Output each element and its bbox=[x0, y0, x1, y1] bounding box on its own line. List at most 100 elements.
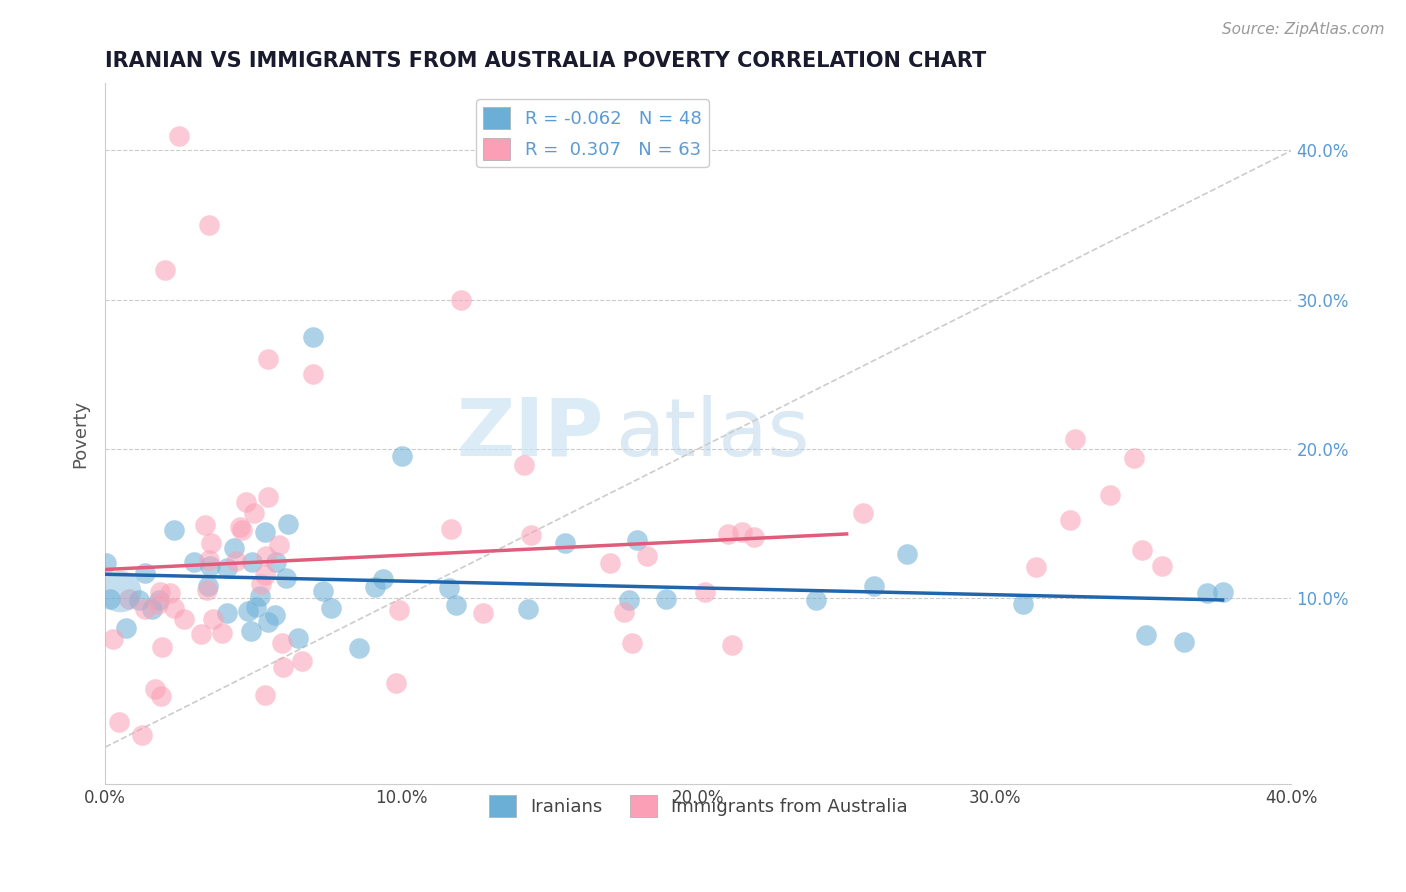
Point bbox=[693, 585, 716, 599]
Text: ZIP: ZIP bbox=[456, 395, 603, 473]
Point bbox=[243, 507, 266, 521]
Point bbox=[471, 606, 494, 620]
Text: IRANIAN VS IMMIGRANTS FROM AUSTRALIA POVERTY CORRELATION CHART: IRANIAN VS IMMIGRANTS FROM AUSTRALIA POV… bbox=[105, 51, 987, 70]
Point bbox=[439, 522, 461, 536]
Text: Source: ZipAtlas.com: Source: ZipAtlas.com bbox=[1222, 22, 1385, 37]
Point bbox=[717, 526, 740, 541]
Point bbox=[94, 556, 117, 570]
Point bbox=[554, 536, 576, 550]
Point bbox=[163, 523, 186, 537]
Point bbox=[153, 262, 176, 277]
Point bbox=[896, 547, 918, 561]
Point bbox=[194, 518, 217, 533]
Point bbox=[98, 591, 121, 606]
Point bbox=[347, 640, 370, 655]
Point bbox=[1025, 559, 1047, 574]
Point bbox=[254, 567, 277, 582]
Point bbox=[721, 638, 744, 652]
Point bbox=[287, 631, 309, 645]
Point bbox=[134, 602, 156, 616]
Point bbox=[215, 561, 238, 575]
Point bbox=[183, 555, 205, 569]
Point bbox=[198, 218, 221, 232]
Point bbox=[141, 601, 163, 615]
Point bbox=[263, 607, 285, 622]
Point bbox=[143, 682, 166, 697]
Point bbox=[1130, 543, 1153, 558]
Point bbox=[231, 523, 253, 537]
Point bbox=[148, 593, 170, 607]
Point bbox=[1064, 432, 1087, 446]
Point bbox=[162, 601, 184, 615]
Point bbox=[128, 593, 150, 607]
Point bbox=[599, 557, 621, 571]
Point bbox=[1099, 488, 1122, 502]
Point bbox=[388, 603, 411, 617]
Point bbox=[852, 506, 875, 520]
Text: atlas: atlas bbox=[616, 395, 810, 473]
Point bbox=[250, 577, 273, 591]
Point bbox=[108, 583, 131, 598]
Point bbox=[1212, 585, 1234, 599]
Legend: Iranians, Immigrants from Australia: Iranians, Immigrants from Australia bbox=[482, 788, 915, 824]
Point bbox=[1195, 586, 1218, 600]
Point bbox=[1123, 450, 1146, 465]
Point bbox=[134, 566, 156, 580]
Point bbox=[190, 627, 212, 641]
Point bbox=[146, 597, 169, 611]
Point bbox=[197, 582, 219, 597]
Point bbox=[254, 524, 277, 539]
Point bbox=[257, 352, 280, 367]
Point bbox=[636, 549, 658, 563]
Y-axis label: Poverty: Poverty bbox=[72, 400, 89, 468]
Point bbox=[245, 600, 267, 615]
Point bbox=[517, 602, 540, 616]
Point bbox=[655, 592, 678, 607]
Point bbox=[444, 598, 467, 612]
Point bbox=[391, 450, 413, 464]
Point bbox=[1059, 513, 1081, 527]
Point bbox=[266, 555, 288, 569]
Point bbox=[1173, 635, 1195, 649]
Point bbox=[512, 458, 534, 473]
Point bbox=[211, 625, 233, 640]
Point bbox=[254, 549, 277, 564]
Point bbox=[131, 729, 153, 743]
Point bbox=[291, 654, 314, 668]
Point bbox=[239, 624, 262, 638]
Point bbox=[1135, 628, 1157, 642]
Point bbox=[173, 612, 195, 626]
Point bbox=[235, 494, 257, 508]
Point bbox=[731, 524, 754, 539]
Point bbox=[274, 571, 297, 585]
Point bbox=[169, 128, 191, 143]
Point bbox=[256, 615, 278, 630]
Point bbox=[742, 530, 765, 544]
Point bbox=[520, 528, 543, 542]
Point bbox=[229, 520, 252, 534]
Point bbox=[115, 621, 138, 635]
Point bbox=[363, 580, 385, 594]
Point bbox=[201, 612, 224, 626]
Point bbox=[617, 592, 640, 607]
Point bbox=[1012, 597, 1035, 611]
Point bbox=[385, 676, 408, 690]
Point bbox=[806, 592, 828, 607]
Point bbox=[321, 600, 343, 615]
Point bbox=[197, 579, 219, 593]
Point bbox=[312, 583, 335, 598]
Point bbox=[222, 541, 245, 556]
Point bbox=[150, 640, 173, 654]
Point bbox=[1150, 558, 1173, 573]
Point bbox=[254, 688, 277, 702]
Point bbox=[149, 585, 172, 599]
Point bbox=[269, 538, 291, 552]
Point bbox=[108, 714, 131, 729]
Point bbox=[101, 632, 124, 647]
Point bbox=[200, 536, 222, 550]
Point bbox=[236, 604, 259, 618]
Point bbox=[626, 533, 648, 547]
Point bbox=[249, 589, 271, 603]
Point bbox=[271, 660, 294, 674]
Point bbox=[198, 558, 221, 573]
